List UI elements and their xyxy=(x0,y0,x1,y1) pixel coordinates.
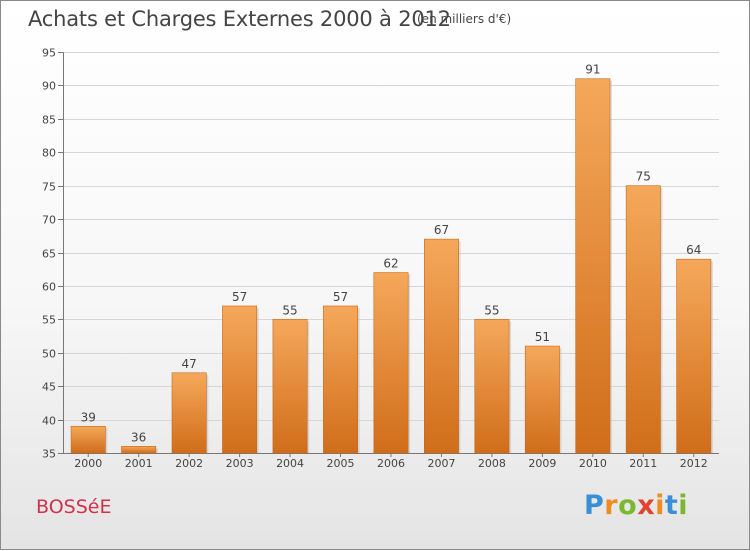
logo-letter: o xyxy=(618,490,638,521)
y-tick-label: 80 xyxy=(42,147,56,160)
bar-2005[interactable] xyxy=(323,305,358,454)
bar-2010[interactable] xyxy=(575,78,611,454)
chart-title: Achats et Charges Externes 2000 à 2012 xyxy=(28,7,451,31)
logo-letter: i xyxy=(678,490,689,521)
y-tick-label: 45 xyxy=(42,381,56,394)
y-tick-label: 90 xyxy=(42,80,56,93)
data-label-2002: 47 xyxy=(182,357,197,371)
data-label-2000: 39 xyxy=(81,410,96,424)
y-tick-label: 85 xyxy=(42,114,56,127)
x-tick-label-2012: 2012 xyxy=(680,457,708,470)
bar-2000[interactable] xyxy=(70,425,106,454)
y-tick-label: 65 xyxy=(42,248,56,261)
x-tick-label-2003: 2003 xyxy=(226,457,254,470)
x-tick-label-2004: 2004 xyxy=(276,457,304,470)
bar-2001[interactable] xyxy=(121,446,157,454)
y-tick-label: 35 xyxy=(42,448,56,461)
data-labels: 39 36 47 57 55 57 62 67 55 51 91 75 64 xyxy=(81,63,702,445)
bar-2006[interactable] xyxy=(373,272,409,454)
proxiti-logo[interactable]: Proxiti xyxy=(584,490,688,521)
data-label-2004: 55 xyxy=(282,303,297,317)
y-tick-label: 60 xyxy=(42,281,56,294)
bar-2004[interactable] xyxy=(272,319,308,454)
commune-name: BOSSéE xyxy=(36,496,112,518)
chart-subtitle: (en milliers d'€) xyxy=(417,12,512,26)
x-tick-label-2000: 2000 xyxy=(74,457,102,470)
data-label-2005: 57 xyxy=(333,290,348,304)
logo-letter: r xyxy=(604,490,619,521)
data-label-2007: 67 xyxy=(434,223,449,237)
y-tick-label: 40 xyxy=(42,415,56,428)
logo-letter: i xyxy=(655,490,665,521)
y-tick-label: 50 xyxy=(42,348,56,361)
bar-2012[interactable] xyxy=(676,258,712,454)
x-tick-label-2007: 2007 xyxy=(427,457,455,470)
data-label-2010: 91 xyxy=(585,63,600,77)
data-label-2008: 55 xyxy=(484,303,499,317)
bar-2007[interactable] xyxy=(424,238,459,454)
x-tick-label-2006: 2006 xyxy=(377,457,405,470)
bar-2003[interactable] xyxy=(222,305,258,454)
data-label-2012: 64 xyxy=(686,243,701,257)
x-tick-label-2009: 2009 xyxy=(528,457,556,470)
x-tick-label-2008: 2008 xyxy=(478,457,506,470)
data-label-2003: 57 xyxy=(232,290,247,304)
x-tick-label-2001: 2001 xyxy=(125,457,153,470)
logo-letter: P xyxy=(584,490,605,521)
x-tick-label-2005: 2005 xyxy=(327,457,355,470)
y-tick-label: 95 xyxy=(42,47,56,60)
axes: 35 40 45 50 55 60 65 70 75 80 85 90 95 2000 2001 2002 20… xyxy=(42,47,719,470)
bar-2011[interactable] xyxy=(625,185,661,454)
bar-2009[interactable] xyxy=(524,345,560,454)
y-tick-label: 75 xyxy=(42,181,56,194)
data-label-2009: 51 xyxy=(535,330,550,344)
logo-letter: x xyxy=(637,490,656,521)
x-tick-label-2002: 2002 xyxy=(175,457,203,470)
bar-2008[interactable] xyxy=(474,319,510,454)
data-label-2006: 62 xyxy=(383,257,398,271)
x-tick-label-2010: 2010 xyxy=(579,457,607,470)
logo-letter: t xyxy=(664,490,679,521)
bars xyxy=(70,78,713,454)
y-tick-label: 55 xyxy=(42,314,56,327)
bar-2002[interactable] xyxy=(171,372,207,454)
y-tick-label: 70 xyxy=(42,214,56,227)
data-label-2001: 36 xyxy=(131,430,146,444)
data-label-2011: 75 xyxy=(636,170,651,184)
x-tick-label-2011: 2011 xyxy=(629,457,657,470)
